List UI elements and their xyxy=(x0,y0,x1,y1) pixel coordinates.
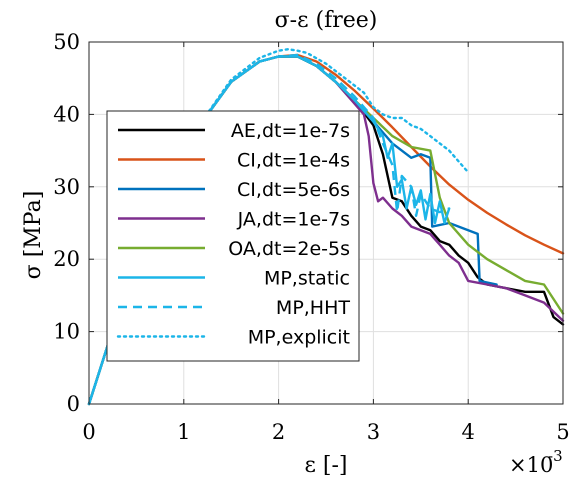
y-tick-label: 50 xyxy=(53,30,80,54)
x-tick-label: 2 xyxy=(272,420,285,444)
series-group xyxy=(87,48,565,406)
axes-box xyxy=(88,41,564,405)
legend-label-4: JA,dt=1e-7s xyxy=(237,209,350,231)
legend-label-5: OA,dt=2e-5s xyxy=(228,238,350,260)
x-axis-multiplier-exponent: -3 xyxy=(548,447,563,465)
y-tick-label: 0 xyxy=(67,392,80,416)
y-tick-label: 40 xyxy=(53,102,80,126)
legend-box xyxy=(106,110,360,362)
legend-label-6: MP,static xyxy=(264,268,350,290)
x-axis-multiplier-base: ×10 xyxy=(509,453,553,477)
ticks xyxy=(88,41,564,405)
legend-label-3: CI,dt=5e-6s xyxy=(237,179,350,201)
legend: AE,dt=1e-7s CI,dt=1e-4s CI,dt=5e-6s JA,dt=1… xyxy=(106,110,360,362)
x-tick-label: 5 xyxy=(556,420,569,444)
legend-label-7: MP,HHT xyxy=(276,297,350,319)
y-axis-label: σ [MPa] xyxy=(21,191,46,280)
y-tick-label: 10 xyxy=(53,320,80,344)
y-tick-label: 30 xyxy=(53,175,80,199)
y-tick-label: 20 xyxy=(53,247,80,271)
x-axis-multiplier: ×10 -3 xyxy=(509,447,563,477)
x-tick-label: 3 xyxy=(367,420,380,444)
series-line-8 xyxy=(87,48,470,406)
chart-title: σ-ε (free) xyxy=(275,8,378,33)
x-axis-label: ε [-] xyxy=(305,453,348,478)
legend-label-8: MP,explicit xyxy=(248,327,350,349)
legend-label-2: CI,dt=1e-4s xyxy=(237,150,350,172)
x-tick-label: 0 xyxy=(82,420,95,444)
x-tick-label: 1 xyxy=(177,420,190,444)
x-tick-label: 4 xyxy=(462,420,475,444)
legend-label-1: AE,dt=1e-7s xyxy=(231,120,350,142)
series-line-7 xyxy=(87,53,450,405)
